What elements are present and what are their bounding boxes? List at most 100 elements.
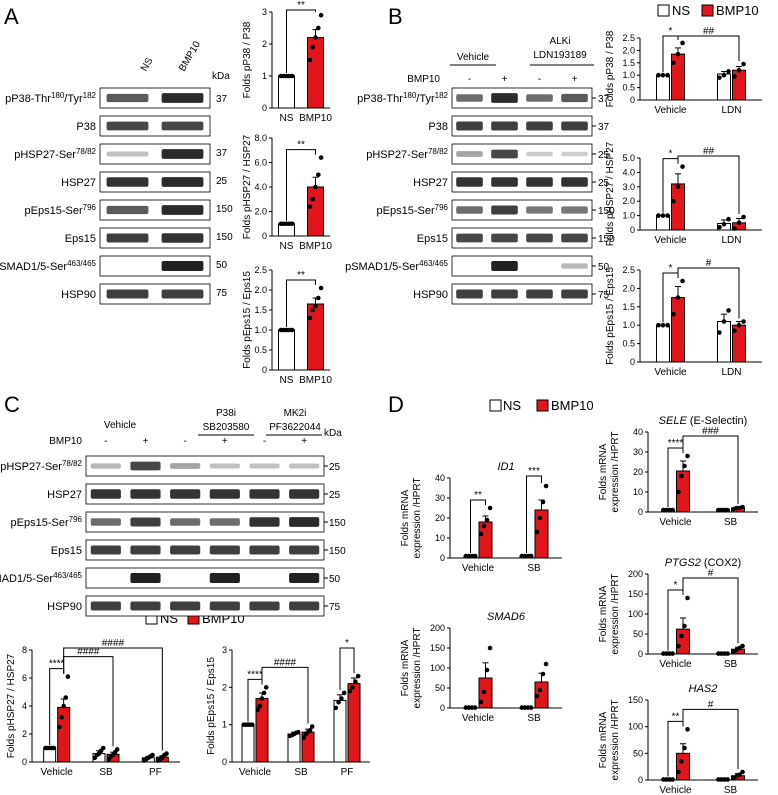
data-point [301, 735, 307, 741]
panel-letter-a: A [4, 4, 19, 29]
y-tick-label: 2.0 [254, 285, 267, 295]
blot-b-row-phsp27-ser: pHSP27-Ser78/82 25 [366, 143, 610, 165]
data-point [350, 685, 355, 690]
y-axis-label: Folds mRNAexpression /HPRT [400, 628, 423, 709]
significance-bracket [682, 577, 739, 643]
blot-c-frame [85, 567, 325, 589]
x-tick-label: Vehicle [462, 713, 495, 724]
data-point [289, 221, 295, 227]
data-point [682, 463, 687, 469]
data-point [676, 769, 681, 775]
data-point [670, 777, 675, 782]
panel-letter-d: D [388, 392, 404, 417]
blot-a-frame [99, 227, 211, 249]
blot-c-band [170, 545, 201, 555]
data-point [665, 213, 670, 218]
blot-c-frame [85, 455, 325, 477]
data-point [307, 727, 313, 733]
blot-a-mw: 75 [216, 288, 228, 299]
x-tick-label: Vehicle [659, 517, 692, 528]
blot-b-band [526, 289, 553, 299]
blot-a-label: pSMAD1/5-Ser463/465 [0, 259, 97, 273]
significance-label: #### [102, 638, 125, 649]
blot-b-band [491, 233, 518, 243]
y-axis-label: Folds pHSP27 / HSP27 [242, 134, 253, 239]
chart-b2: 0 1.0 2.0 3.0 4.0 5.0 Folds pHSP27 / HSP27 Vehi… [605, 141, 762, 246]
data-point [150, 752, 155, 758]
data-point [682, 623, 687, 629]
blot-a-kda: kDa [212, 71, 230, 82]
blot-c-row-psmad1-5-ser: pSMAD1/5-Ser463/465 50 [0, 567, 341, 589]
blot-b-sign: - [468, 74, 471, 85]
significance-bracket [677, 35, 740, 62]
blot-c-header-2b: PF3622044 [269, 422, 321, 433]
blot-a-mw: 37 [216, 94, 228, 105]
blot-c-row-hsp90: HSP90 75 [47, 595, 341, 617]
blot-c-band [289, 601, 320, 611]
y-tick-label: 1.5 [254, 305, 267, 315]
significance-bracket [286, 9, 316, 73]
blot-b-band [561, 177, 588, 187]
bar-vehicle-ns [241, 724, 255, 763]
blot-b-band [491, 177, 518, 187]
y-tick-label: 3 [222, 645, 227, 655]
data-point [57, 724, 62, 730]
blot-b-sign: - [538, 74, 541, 85]
panel-letter-b: B [388, 4, 403, 29]
significance-bracket [63, 647, 163, 751]
significance-label: * [669, 263, 673, 274]
data-point [721, 221, 727, 227]
data-point [478, 699, 484, 705]
blot-a-band [106, 151, 149, 157]
blot-b-band [526, 206, 553, 214]
blot-b-header-ldn: LDN193189 [533, 50, 587, 61]
data-point [481, 523, 487, 529]
blot-b-band [526, 177, 553, 187]
bar-bmp10 [307, 37, 324, 109]
data-point [717, 75, 722, 80]
blot-b-sign: + [572, 74, 578, 85]
significance-label: ## [703, 26, 715, 37]
y-tick-label: 1.0 [622, 70, 635, 80]
blot-a-row-psmad1-5-ser: pSMAD1/5-Ser463/465 [0, 255, 211, 277]
chart-d1: 0 10 20 30 40 Folds mRNAexpression /HPRT ID1 Ve… [400, 461, 562, 574]
y-axis-label: Folds pHSP27 / HSP27 [605, 141, 616, 246]
data-point [721, 319, 727, 324]
x-tick-label: SB [294, 767, 308, 778]
blot-c-row-hsp27: HSP27 25 [47, 483, 341, 505]
data-point [726, 216, 731, 222]
data-point [339, 696, 344, 701]
blot-a-row-peps15-ser: pEps15-Ser796 [25, 199, 211, 221]
significance-label: ## [703, 146, 715, 157]
y-tick-label: 0 [638, 649, 643, 659]
significance-bracket [339, 647, 355, 690]
bar-ldn-ns [717, 321, 731, 363]
blot-b-band [456, 94, 483, 102]
blot-a-row-phsp27-ser: pHSP27-Ser78/82 [14, 143, 211, 165]
y-tick-label: 2 [22, 729, 27, 739]
blot-c-band [289, 573, 320, 583]
blot-b-band [456, 289, 483, 299]
blot-a-band [106, 121, 149, 131]
data-point [313, 303, 318, 309]
x-tick-label: BMP10 [299, 113, 332, 124]
data-point [736, 220, 742, 226]
blot-a-band [161, 121, 204, 131]
data-point [309, 724, 315, 729]
data-point [355, 673, 361, 679]
blot-a-mw: 37 [216, 148, 228, 159]
blot-c-band [90, 601, 121, 611]
bar-vehicle-bmp10 [671, 183, 685, 231]
blot-c-sign: - [183, 436, 186, 447]
y-tick-label: 0 [630, 225, 635, 235]
y-tick-label: 0.5 [254, 345, 267, 355]
x-tick-label: SB [99, 767, 113, 778]
bar-bmp10 [307, 303, 324, 371]
blot-c-row-eps15: Eps15 150 [51, 539, 346, 561]
blot-b-label: pHSP27-Ser78/82 [366, 147, 448, 161]
data-point [51, 745, 57, 751]
blot-b-mw: 150 [598, 234, 615, 245]
data-point [741, 214, 746, 220]
y-tick-label: 150 [628, 589, 643, 599]
x-tick-label: Vehicle [462, 563, 495, 574]
